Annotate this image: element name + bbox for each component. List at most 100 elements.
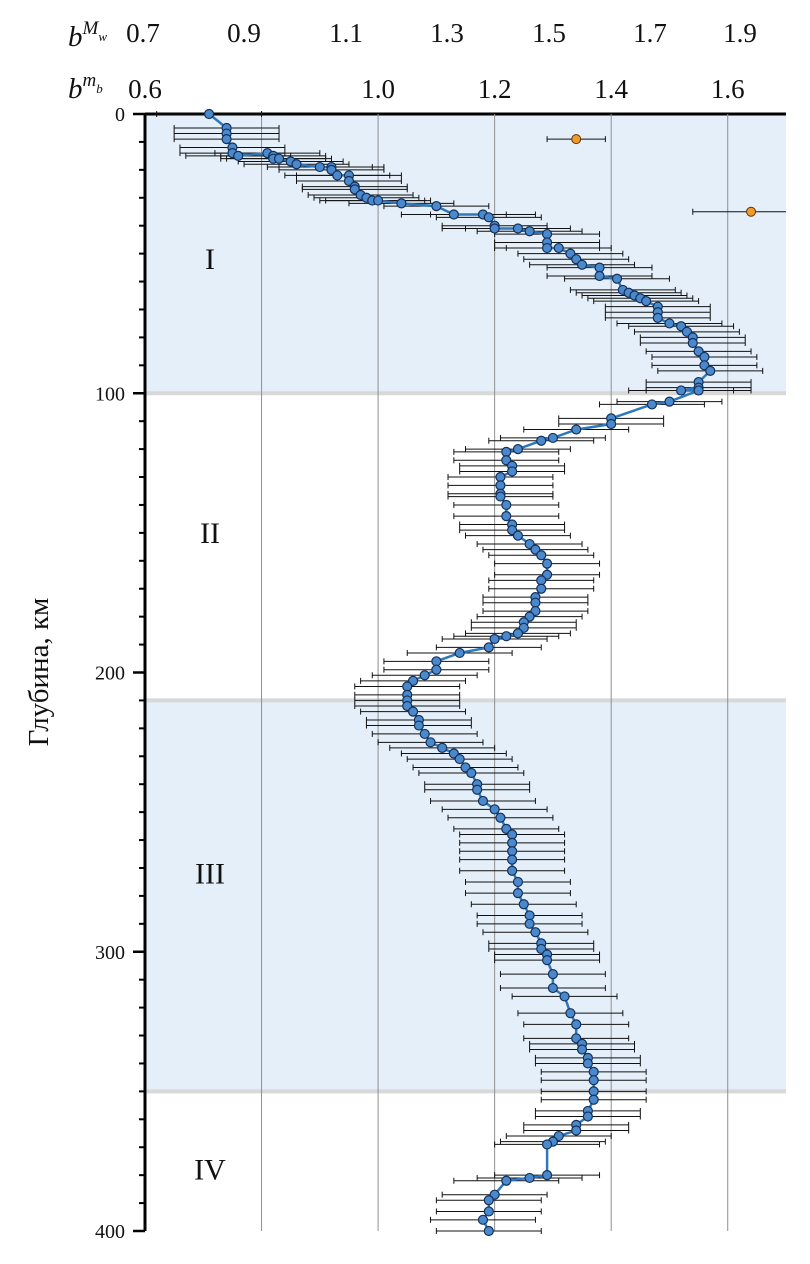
data-point — [512, 223, 524, 234]
data-point — [402, 681, 413, 692]
data-point — [507, 846, 518, 857]
data-point — [588, 1094, 599, 1105]
mw-tick-label: 1.7 — [633, 18, 667, 48]
data-point — [571, 1125, 582, 1136]
data-point — [489, 633, 500, 645]
data-point — [483, 212, 494, 223]
y-axis-title: Глубина, км — [23, 598, 55, 747]
data-point — [594, 262, 605, 273]
mw-tick-label: 1.1 — [329, 18, 363, 48]
data-point — [530, 927, 541, 938]
outlier-point — [571, 134, 582, 145]
data-point — [495, 812, 506, 823]
axes: 0 100 200 300 400 bMw bmb 0.7 0.9 1.1 1.3 1.5 1.7 1.9… — [68, 18, 757, 1243]
mb-tick-label: 1.2 — [478, 74, 512, 104]
data-point — [512, 530, 524, 541]
data-point — [536, 575, 547, 586]
data-point — [507, 466, 518, 477]
data-point — [705, 365, 716, 377]
data-point — [588, 1066, 599, 1077]
mw-tick-label: 1.5 — [532, 18, 566, 48]
data-point — [547, 982, 559, 994]
mb-tick-label: 1.6 — [711, 74, 745, 104]
data-point — [687, 337, 698, 349]
mb-axis-symbol: bmb — [68, 70, 103, 105]
data-point — [413, 720, 424, 731]
data-point — [448, 209, 459, 220]
data-point — [489, 804, 500, 815]
data-point — [454, 753, 465, 765]
data-point — [582, 1111, 593, 1122]
data-point — [507, 854, 518, 865]
data-point — [477, 795, 489, 807]
data-point — [501, 511, 512, 522]
data-point — [541, 558, 553, 569]
data-point — [641, 295, 652, 307]
data-point — [483, 1206, 494, 1217]
y-tick-label: 200 — [95, 663, 125, 685]
data-point — [541, 228, 553, 240]
data-point — [693, 385, 704, 396]
data-point — [541, 955, 553, 966]
data-point — [501, 446, 512, 457]
data-point — [524, 226, 535, 237]
data-point — [547, 432, 559, 444]
data-point — [512, 888, 524, 899]
b-value-series — [156, 108, 786, 1237]
data-point — [664, 396, 675, 407]
mw-tick-label: 1.9 — [723, 18, 757, 48]
zone-label-I: I — [205, 243, 215, 276]
data-point — [606, 418, 617, 430]
data-point — [518, 899, 529, 910]
data-point — [273, 153, 285, 164]
data-point — [699, 351, 710, 363]
data-point — [204, 108, 215, 120]
zone-label-III: III — [195, 858, 225, 891]
data-point — [588, 1086, 599, 1097]
outlier-point — [746, 206, 757, 217]
data-point — [652, 312, 663, 323]
data-point — [332, 170, 343, 181]
data-point — [501, 499, 512, 511]
data-point — [553, 242, 564, 254]
data-point — [530, 597, 541, 608]
data-point — [536, 435, 547, 446]
data-point — [676, 385, 687, 396]
data-point — [571, 424, 582, 435]
data-point — [582, 1058, 593, 1069]
data-point — [664, 318, 675, 329]
data-point — [477, 1214, 489, 1225]
data-point — [507, 829, 518, 840]
data-point — [576, 259, 588, 270]
data-point — [541, 1139, 553, 1150]
zone-label-II: II — [200, 517, 220, 550]
zone-label-IV: IV — [194, 1154, 226, 1187]
data-point — [501, 631, 512, 642]
mb-tick-label: 1.4 — [594, 74, 628, 104]
data-point — [431, 201, 442, 212]
data-point — [431, 664, 442, 675]
y-tick-label: 400 — [95, 1221, 125, 1243]
data-point — [524, 910, 535, 921]
data-point — [495, 491, 506, 502]
data-point — [425, 737, 436, 748]
data-point — [512, 876, 524, 888]
data-point — [524, 918, 535, 929]
mw-tick-label: 1.3 — [430, 18, 464, 48]
data-point — [524, 1172, 535, 1184]
data-point — [221, 134, 232, 145]
data-point — [501, 1175, 512, 1186]
data-point — [507, 865, 518, 876]
data-point — [512, 444, 524, 455]
data-point — [507, 837, 518, 848]
data-point — [541, 1170, 553, 1181]
data-point — [483, 1225, 494, 1237]
data-point — [495, 480, 506, 491]
mw-axis-symbol: bMw — [68, 18, 107, 53]
mw-tick-label: 0.9 — [227, 18, 261, 48]
y-tick-label: 0 — [115, 104, 125, 126]
data-point — [483, 1195, 494, 1206]
data-point — [466, 767, 477, 779]
data-point — [431, 656, 442, 667]
data-point — [588, 1075, 599, 1086]
